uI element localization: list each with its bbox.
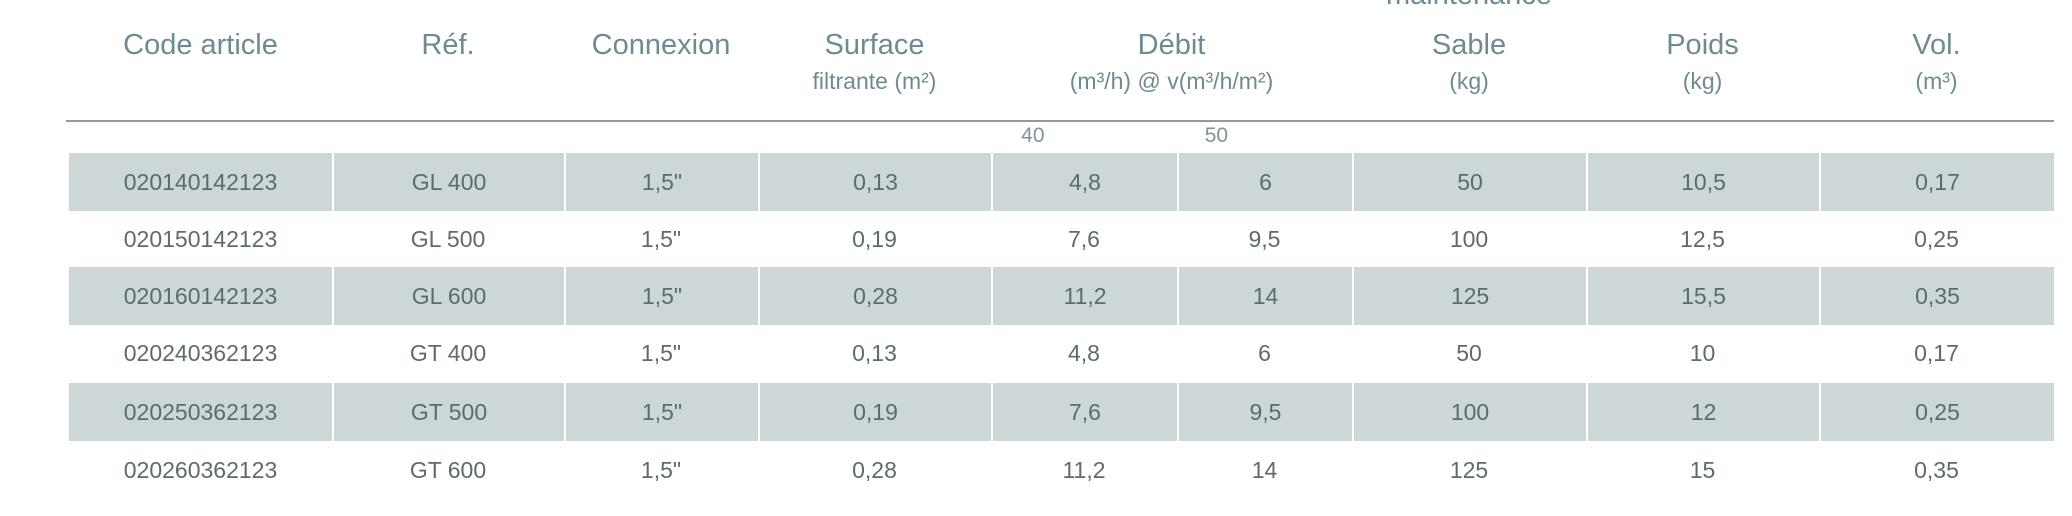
- column-title: Débit: [1137, 29, 1206, 61]
- table-cell: GT 500: [332, 383, 564, 441]
- table-cell: 1,5": [640, 340, 682, 366]
- table-cell: 9,5: [1177, 383, 1352, 441]
- table-cell: 020260362123: [123, 457, 278, 483]
- column-unit: filtrante (m²): [812, 68, 937, 94]
- table-cell: 11,2: [1062, 457, 1106, 483]
- table-cell: 7,6: [991, 383, 1177, 441]
- table-cell: 125: [1449, 457, 1489, 483]
- table-cell: 1,5": [640, 457, 682, 483]
- header-rule: [66, 120, 2054, 122]
- table-cell: 125: [1352, 267, 1586, 325]
- table-cell: 14: [1251, 457, 1278, 483]
- cut-off-header: maintenance: [1352, 0, 1586, 12]
- table-row: 020240362123 GT 400 1,5" 0,13 4,8 6 50 10 0,17: [69, 324, 2054, 382]
- column-unit: (kg): [1682, 68, 1723, 94]
- table-cell: 15,5: [1586, 267, 1819, 325]
- table-cell: 0,35: [1819, 267, 2054, 325]
- table-cell: 100: [1352, 383, 1586, 441]
- table-cell: 0,25: [1819, 383, 2054, 441]
- column-title: Vol.: [1912, 29, 1961, 61]
- table-cell: 0,25: [1914, 226, 1959, 252]
- table-cell: 1,5": [564, 383, 758, 441]
- table-cell: 1,5": [564, 153, 758, 211]
- table-cell: 50: [1352, 153, 1586, 211]
- table-cell: 0,13: [758, 153, 991, 211]
- column-title: Surface: [824, 29, 925, 61]
- table-cell: GL 600: [332, 267, 564, 325]
- column-title: Code article: [123, 29, 278, 61]
- table-cell: 0,17: [1914, 340, 1959, 366]
- table-cell: 020150142123: [123, 226, 278, 252]
- speed-label: 40: [1021, 124, 1045, 147]
- table-cell: 0,28: [758, 267, 991, 325]
- column-unit: (m³): [1915, 68, 1958, 94]
- table-cell: 020240362123: [123, 340, 278, 366]
- table-cell: GL 400: [332, 153, 564, 211]
- table-cell: 020250362123: [123, 399, 278, 425]
- table-cell: 0,13: [852, 340, 897, 366]
- table-cell: 0,19: [758, 383, 991, 441]
- table-row: 020140142123 GL 400 1,5" 0,13 4,8 6 50 10,5 0,17: [69, 153, 2054, 211]
- table-cell: 6: [1258, 340, 1271, 366]
- table-cell: 15: [1689, 457, 1716, 483]
- speed-label: 50: [1204, 124, 1229, 147]
- table-row: 020150142123 GL 500 1,5" 0,19 7,6 9,5 100 12,5 0…: [69, 210, 2054, 268]
- table-cell: GL 500: [410, 226, 486, 252]
- table-cell: 0,17: [1819, 153, 2054, 211]
- table-cell: 50: [1456, 340, 1482, 366]
- table-cell: 0,19: [852, 226, 897, 252]
- column-unit: (m³/h) @ v(m³/h/m²): [1069, 68, 1274, 94]
- table-cell: 7,6: [1068, 226, 1100, 252]
- column-title: Réf.: [421, 29, 475, 61]
- table-row: 020250362123 GT 500 1,5" 0,19 7,6 9,5 100 12 0,2…: [69, 383, 2054, 441]
- table-cell: 9,5: [1248, 226, 1281, 252]
- table-cell: 0,35: [1914, 457, 1959, 483]
- table-cell: 14: [1177, 267, 1352, 325]
- column-title: Sable: [1431, 29, 1507, 61]
- table-cell: 020140142123: [123, 169, 278, 195]
- table-cell: 10: [1689, 340, 1716, 366]
- table-cell: 020160142123: [123, 283, 278, 309]
- table-cell: 1,5": [564, 267, 758, 325]
- table-cell: 11,2: [991, 267, 1177, 325]
- table-cell: GT 400: [409, 340, 487, 366]
- table-cell: 12,5: [1680, 226, 1725, 252]
- table-cell: 1,5": [640, 226, 682, 252]
- table-cell: 10,5: [1586, 153, 1819, 211]
- column-title: Connexion: [591, 29, 731, 61]
- column-unit: (kg): [1449, 68, 1489, 94]
- table-cell: 4,8: [1068, 340, 1100, 366]
- table-cell: GT 600: [409, 457, 487, 483]
- table-row: 020260362123 GT 600 1,5" 0,28 11,2 14 125 15 0,3…: [69, 441, 2054, 499]
- table-row: 020160142123 GL 600 1,5" 0,28 11,2 14 125 15,5 0…: [69, 267, 2054, 325]
- table-cell: 100: [1449, 226, 1489, 252]
- table-cell: 6: [1177, 153, 1352, 211]
- table-cell: 0,28: [852, 457, 897, 483]
- table-cell: 12: [1586, 383, 1819, 441]
- table-cell: 4,8: [991, 153, 1177, 211]
- column-title: Poids: [1666, 29, 1739, 61]
